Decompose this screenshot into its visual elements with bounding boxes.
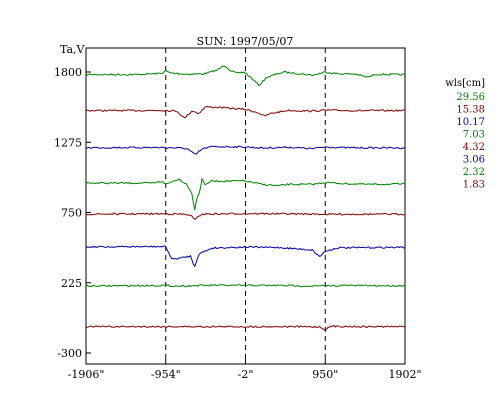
- series-line-6: [85, 283, 406, 288]
- series-line-0: [85, 65, 406, 87]
- x-tick-label-1: -954": [151, 368, 181, 381]
- y-tick-label-2: 750: [61, 207, 82, 220]
- y-axis-label: Ta,V: [60, 43, 86, 56]
- x-tick-label-0: -1906": [68, 368, 105, 381]
- series-line-7: [85, 324, 406, 332]
- legend-entry-2: 10.17: [456, 117, 485, 128]
- legend-entry-6: 2.32: [463, 167, 485, 178]
- x-tick-label-4: 1902": [388, 368, 421, 381]
- chart-title: SUN: 1997/05/07: [197, 35, 294, 48]
- legend-entry-3: 7.03: [463, 130, 485, 141]
- x-tick-label-2: -2": [238, 368, 254, 381]
- series-line-5: [85, 245, 406, 268]
- x-tick-label-3: 950": [312, 368, 338, 381]
- y-tick-label-3: 225: [61, 277, 82, 290]
- legend-entry-7: 1.83: [463, 180, 485, 191]
- series-line-3: [85, 177, 406, 211]
- series-line-4: [85, 212, 406, 220]
- legend-entry-1: 15.38: [456, 105, 485, 116]
- y-ticks: 1800 1275 750 225 -300: [54, 66, 91, 360]
- series-line-1: [85, 105, 406, 119]
- legend-entry-4: 4.32: [463, 142, 485, 153]
- legend-title: wls[cm]: [445, 78, 485, 89]
- y-tick-label-0: 1800: [54, 66, 82, 79]
- x-ticks: -1906" -954" -2" 950" 1902": [68, 359, 422, 381]
- legend-entry-0: 29.56: [456, 92, 485, 103]
- legend-entry-5: 3.06: [463, 155, 485, 166]
- y-tick-label-1: 1275: [54, 136, 82, 149]
- vertical-dashed-lines: [165, 48, 326, 364]
- series-line-2: [86, 145, 406, 155]
- y-tick-label-4: -300: [57, 347, 82, 360]
- series-group: [85, 65, 406, 332]
